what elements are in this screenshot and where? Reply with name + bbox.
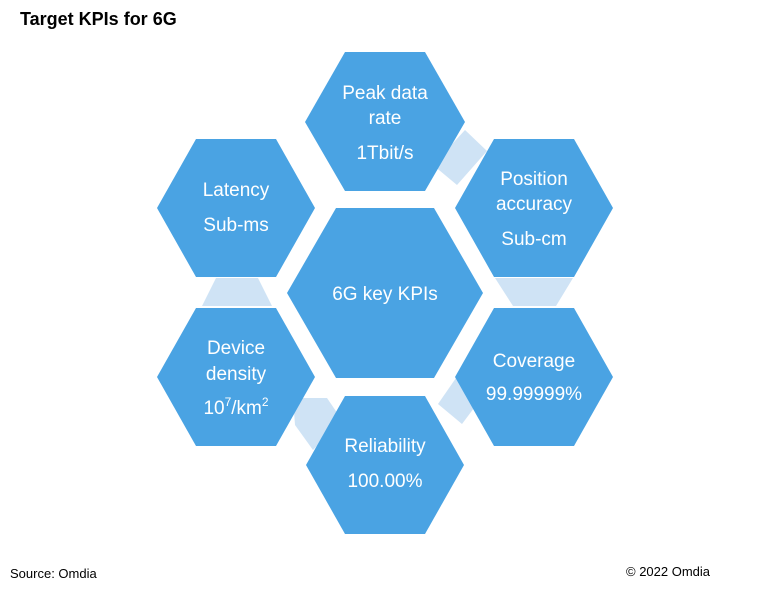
connector-position-coverage [495, 278, 573, 306]
copyright-note: © 2022 Omdia [626, 564, 711, 579]
coverage-value: 99.99999% [486, 384, 582, 405]
hex-coverage [455, 308, 613, 446]
chart-title: Target KPIs for 6G [20, 9, 177, 29]
hex-latency [157, 139, 315, 277]
latency-value: Sub-ms [203, 215, 268, 236]
coverage-label: Coverage [493, 351, 575, 372]
position-label-line2: accuracy [496, 194, 573, 215]
connector-coverage-reliability [438, 378, 480, 424]
density-value-unit: /km [231, 398, 262, 419]
density-value: 107/km2 [203, 395, 268, 419]
density-value-unit-exponent: 2 [262, 395, 269, 409]
connector-density-latency [202, 278, 272, 306]
reliability-label: Reliability [344, 436, 426, 457]
density-value-exponent: 7 [225, 395, 232, 409]
density-label-line2: density [206, 364, 267, 385]
peak-value: 1Tbit/s [356, 143, 413, 164]
source-note: Source: Omdia [10, 566, 97, 581]
hex-position-accuracy [455, 139, 613, 277]
density-value-base: 10 [203, 398, 224, 419]
connector-peak-position [433, 130, 487, 185]
hex-device-density [157, 308, 315, 446]
position-label-line1: Position [500, 169, 568, 190]
hex-reliability [306, 396, 464, 534]
reliability-value: 100.00% [347, 471, 422, 492]
hex-center [287, 208, 483, 378]
center-label: 6G key KPIs [332, 284, 438, 305]
hex-peak-data-rate [305, 52, 465, 191]
position-value: Sub-cm [501, 229, 566, 250]
peak-label-line2: rate [369, 108, 402, 129]
latency-label: Latency [203, 180, 270, 201]
peak-label-line1: Peak data [342, 83, 428, 104]
density-label-line1: Device [207, 338, 265, 359]
connector-reliability-density [293, 398, 342, 450]
